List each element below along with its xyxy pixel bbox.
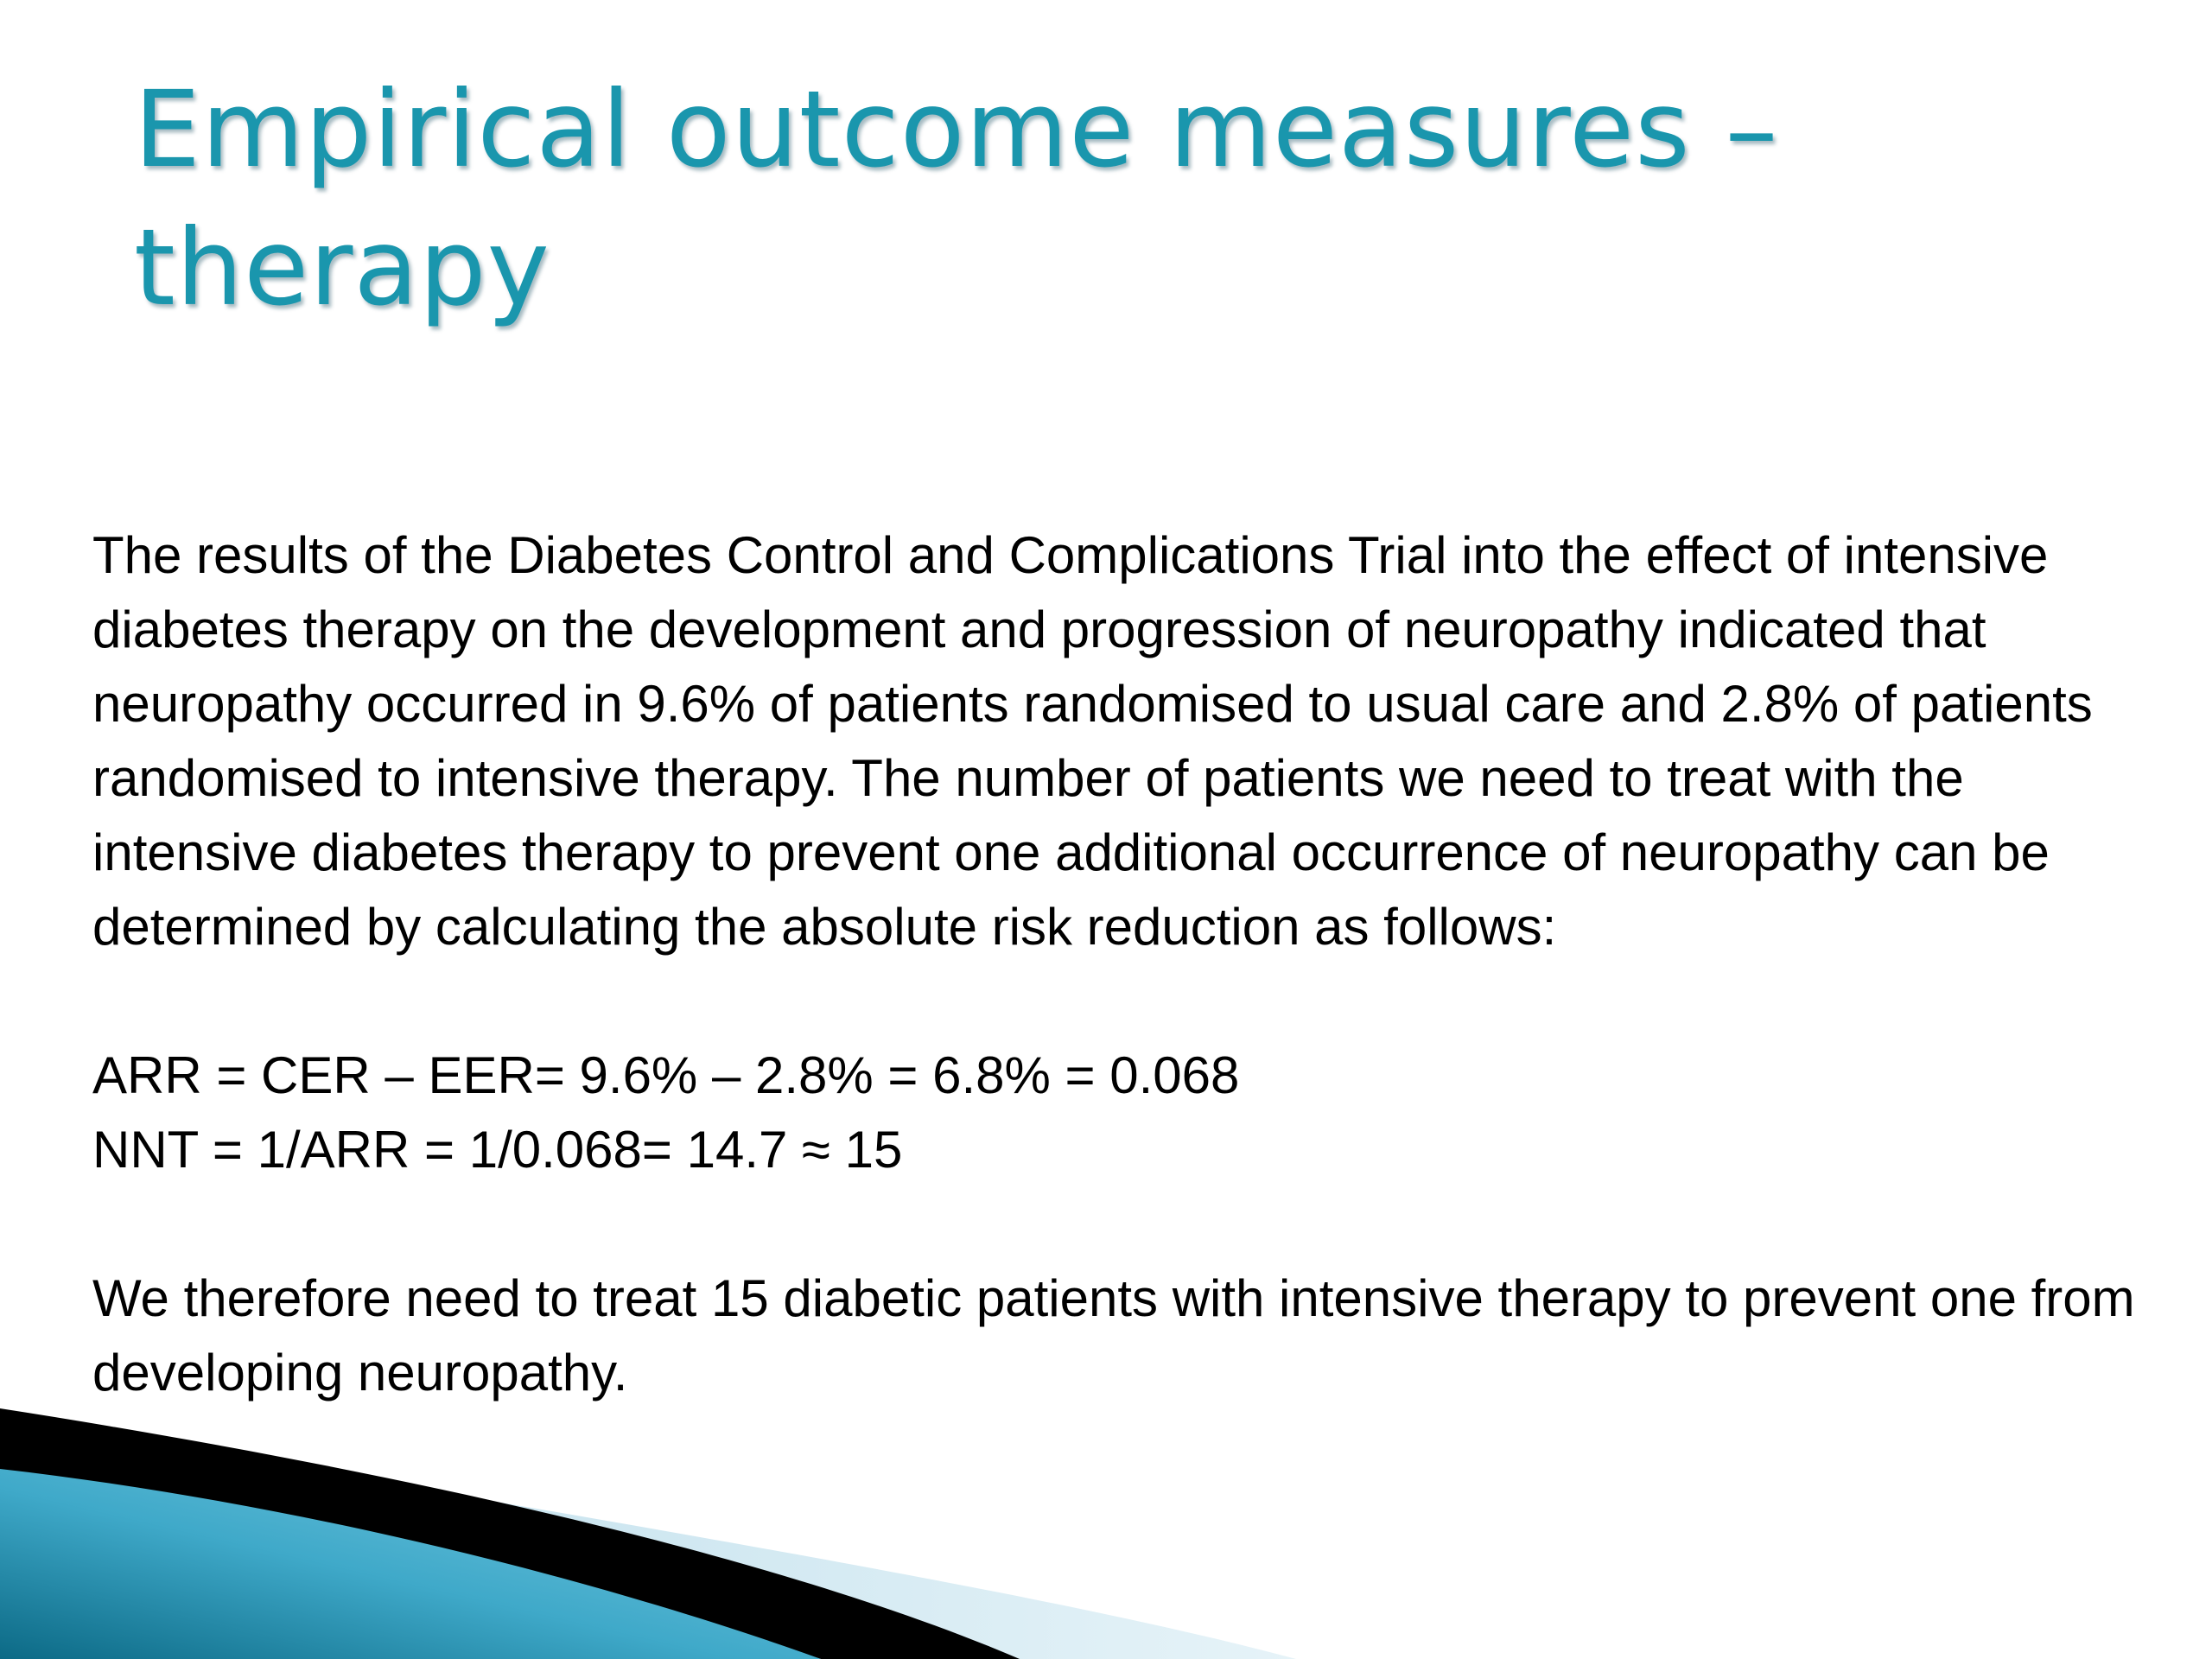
swoosh-teal-band — [0, 1469, 821, 1659]
spacer — [92, 1187, 2149, 1262]
swoosh-black-band — [0, 1408, 1020, 1659]
slide-title: Empirical outcome measures – therapy — [134, 60, 2121, 337]
arr-formula: ARR = CER – EER= 9.6% – 2.8% = 6.8% = 0.… — [92, 1046, 1240, 1104]
slide-body: The results of the Diabetes Control and … — [92, 518, 2149, 1410]
spacer — [92, 964, 2149, 1039]
swoosh-light-band — [0, 1417, 1296, 1659]
slide-title-line-2: therapy — [134, 207, 550, 329]
slide-title-line-1: Empirical outcome measures – — [134, 68, 1779, 191]
conclusion-paragraph: We therefore need to treat 15 diabetic p… — [92, 1269, 2135, 1402]
intro-paragraph: The results of the Diabetes Control and … — [92, 526, 2093, 956]
nnt-formula: NNT = 1/ARR = 1/0.068= 14.7 ≈ 15 — [92, 1121, 903, 1179]
